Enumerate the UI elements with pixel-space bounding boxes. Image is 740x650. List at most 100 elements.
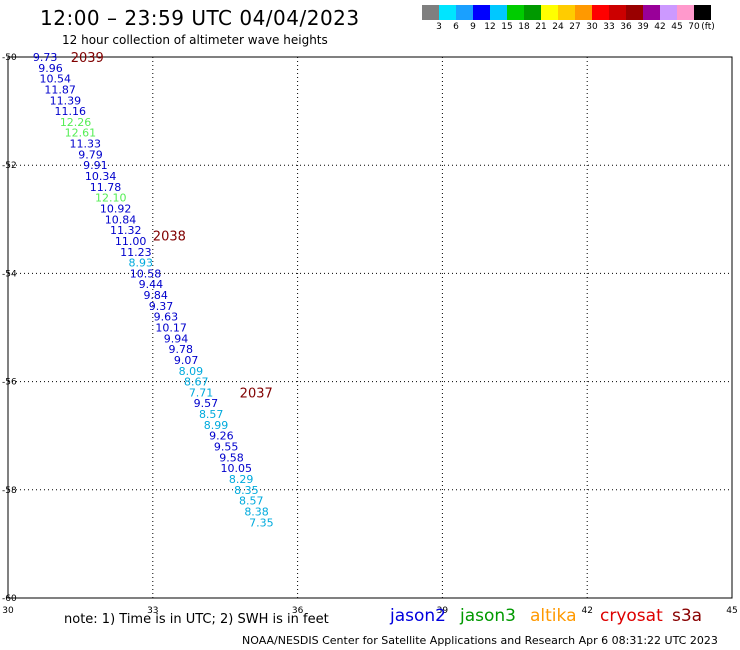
legend-swatch xyxy=(558,5,575,20)
wave-height-label: 8.29 xyxy=(229,473,254,486)
legend-swatch xyxy=(541,5,558,20)
latitude-tick-label: -50 xyxy=(2,53,17,63)
wave-height-label: 9.26 xyxy=(209,430,234,443)
wave-height-label: 8.57 xyxy=(199,408,224,421)
wave-height-label: 11.32 xyxy=(110,224,142,237)
wave-height-label: 9.63 xyxy=(154,311,179,324)
wave-height-label: 8.35 xyxy=(234,484,259,497)
wave-height-label: 9.44 xyxy=(139,278,164,291)
latitude-tick-label: -54 xyxy=(2,269,17,279)
wave-height-label: 9.96 xyxy=(38,62,63,75)
legend-label: 45 xyxy=(671,22,683,32)
legend-label: 12 xyxy=(484,22,496,32)
wave-height-label: 11.16 xyxy=(55,105,87,118)
legend-swatch xyxy=(456,5,473,20)
wave-height-label: 8.93 xyxy=(128,257,153,270)
legend-label-row: 3 6 9 12 15 18 21 24 27 30 33 36 39 42 45 70 (ft) xyxy=(422,22,730,36)
map-subtitle: 12 hour collection of altimeter wave hei… xyxy=(62,33,328,47)
wave-height-label: 10.84 xyxy=(105,213,137,226)
wave-height-label: 11.33 xyxy=(69,138,101,151)
wave-height-label: 10.17 xyxy=(155,322,187,335)
legend-label: 15 xyxy=(501,22,513,32)
legend-label: 30 xyxy=(586,22,598,32)
wave-height-label: 9.57 xyxy=(194,397,219,410)
wave-height-label: 9.73 xyxy=(33,51,58,64)
wave-height-label: 10.58 xyxy=(130,267,162,280)
legend-swatch xyxy=(643,5,660,20)
legend-label: 27 xyxy=(569,22,581,32)
latitude-tick-label: -60 xyxy=(2,594,17,604)
wave-height-label: 7.35 xyxy=(249,516,274,529)
wave-height-label: 9.07 xyxy=(174,354,199,367)
legend-label: 9 xyxy=(470,22,476,32)
legend-swatch-row xyxy=(422,5,730,20)
legend-swatch xyxy=(694,5,711,20)
legend-swatch xyxy=(439,5,456,20)
wave-height-label: 11.39 xyxy=(50,94,82,107)
longitude-tick-label: 45 xyxy=(726,606,737,616)
legend-swatch xyxy=(507,5,524,20)
longitude-tick-label: 42 xyxy=(581,606,592,616)
wave-height-label: 9.78 xyxy=(169,343,194,356)
legend-label: 3 xyxy=(436,22,442,32)
wave-height-label: 9.58 xyxy=(219,451,244,464)
legend-swatch xyxy=(592,5,609,20)
legend-label: 39 xyxy=(637,22,649,32)
satellite-name: jason2 xyxy=(390,606,446,626)
wave-height-label: 11.87 xyxy=(44,83,76,96)
map-title: 12:00 – 23:59 UTC 04/04/2023 xyxy=(40,6,360,30)
legend-label: 6 xyxy=(453,22,459,32)
wave-height-label: 10.54 xyxy=(40,73,72,86)
wave-height-color-legend: 3 6 9 12 15 18 21 24 27 30 33 36 39 42 45 70 (ft) xyxy=(422,5,730,39)
wave-height-label: 7.71 xyxy=(189,386,214,399)
legend-label: 42 xyxy=(654,22,666,32)
satellite-name: altika xyxy=(530,606,577,626)
wave-height-label: 9.79 xyxy=(78,148,103,161)
legend-label: 18 xyxy=(518,22,530,32)
legend-swatch xyxy=(609,5,626,20)
wave-height-label: 11.78 xyxy=(90,181,122,194)
longitude-tick-label: 36 xyxy=(292,606,304,616)
legend-swatch xyxy=(660,5,677,20)
legend-label: 33 xyxy=(603,22,615,32)
wave-height-label: 8.67 xyxy=(184,376,209,389)
satellite-name: cryosat xyxy=(600,606,663,626)
wave-height-label: 12.10 xyxy=(95,192,127,205)
wave-height-label: 10.34 xyxy=(85,170,117,183)
wave-height-label: 11.23 xyxy=(120,246,152,259)
satellite-name: jason3 xyxy=(460,606,516,626)
legend-label: 24 xyxy=(552,22,564,32)
time-label: 2038 xyxy=(153,230,186,245)
latitude-tick-label: -58 xyxy=(2,486,17,496)
time-label: 2037 xyxy=(240,386,273,401)
latitude-tick-label: -56 xyxy=(2,378,17,388)
wave-height-label: 9.55 xyxy=(214,441,239,454)
legend-swatch xyxy=(490,5,507,20)
wave-height-label: 8.57 xyxy=(239,495,264,508)
wave-height-label: 10.92 xyxy=(100,202,132,215)
wave-height-label: 9.91 xyxy=(83,159,108,172)
legend-swatch xyxy=(575,5,592,20)
wave-height-label: 9.37 xyxy=(149,300,174,313)
footer-credit: NOAA/NESDIS Center for Satellite Applica… xyxy=(242,634,718,647)
wave-height-label: 9.94 xyxy=(164,332,189,345)
longitude-tick-label: 33 xyxy=(147,606,158,616)
footer-note: note: 1) Time is in UTC; 2) SWH is in fe… xyxy=(64,612,329,627)
legend-swatch xyxy=(524,5,541,20)
wave-height-label: 9.84 xyxy=(143,289,168,302)
wave-height-label: 10.05 xyxy=(221,462,253,475)
longitude-tick-label: 39 xyxy=(437,606,449,616)
wave-height-label: 11.00 xyxy=(115,235,147,248)
legend-label: (ft) xyxy=(701,22,715,32)
legend-swatch xyxy=(422,5,439,20)
wave-height-label: 8.09 xyxy=(179,365,204,378)
wave-height-label: 8.38 xyxy=(244,505,269,518)
legend-label: 36 xyxy=(620,22,632,32)
latitude-tick-label: -52 xyxy=(2,161,17,171)
wave-height-label: 8.99 xyxy=(204,419,229,432)
legend-label: 70 xyxy=(688,22,700,32)
time-label: 2039 xyxy=(71,51,104,66)
map-frame xyxy=(7,56,733,599)
legend-label: 21 xyxy=(535,22,547,32)
